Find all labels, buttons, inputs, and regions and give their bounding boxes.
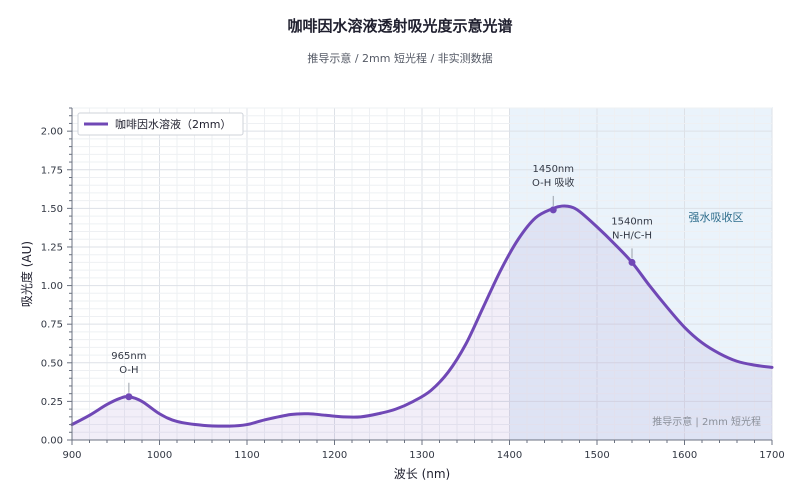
annotation-label: 1450nm (532, 164, 574, 175)
legend-entry: 咖啡因水溶液（2mm） (115, 117, 231, 131)
x-tick-label: 1300 (409, 450, 434, 461)
y-tick-label: 1.00 (41, 281, 63, 292)
watermark-text: 推导示意 | 2mm 短光程 (652, 415, 761, 428)
legend-box (77, 112, 244, 136)
annotation-label: O-H 吸收 (532, 176, 574, 189)
chart-title: 咖啡因水溶液透射吸光度示意光谱 (287, 17, 512, 35)
annotation-label: O-H (119, 365, 138, 376)
x-tick-label: 1100 (234, 450, 259, 461)
y-tick-label: 0.00 (41, 436, 63, 447)
annotation-label: N-H/C-H (612, 230, 652, 241)
y-tick-label: 1.75 (41, 165, 63, 176)
x-tick-label: 1000 (147, 450, 172, 461)
y-tick-label: 0.25 (41, 397, 63, 408)
series-line (70, 204, 774, 428)
axes: 900 1000 1100 1200 1300 1400 1500 1600 1700 0.00 0… (41, 107, 785, 461)
y-tick-label: 0.50 (41, 358, 63, 369)
series-area (72, 205, 772, 440)
region-label: 强水吸收区 (689, 210, 744, 224)
x-tick-label: 1700 (759, 450, 784, 461)
y-tick-label: 0.75 (41, 320, 63, 331)
series-fill (72, 205, 772, 440)
y-axis-label: 吸光度 (AU) (19, 241, 34, 307)
x-tick-label: 900 (62, 450, 81, 461)
x-tick-label: 1500 (584, 450, 609, 461)
chart-subtitle: 推导示意 / 2mm 短光程 / 非实测数据 (307, 51, 492, 65)
annotation-point (125, 393, 133, 401)
x-tick-label: 1200 (322, 450, 347, 461)
legend: 咖啡因水溶液（2mm） (77, 112, 244, 136)
y-tick-label: 2.00 (41, 127, 63, 138)
y-tick-label: 1.50 (41, 204, 63, 215)
annotation-label: 965nm (111, 351, 146, 362)
y-tick-label: 1.25 (41, 242, 63, 253)
annotation-label: 1540nm (611, 216, 653, 227)
series-lines (70, 204, 774, 428)
x-axis-label: 波长 (nm) (394, 467, 450, 481)
annotation-point (628, 258, 636, 266)
annotation-point (549, 206, 557, 214)
x-tick-label: 1600 (672, 450, 697, 461)
x-tick-label: 1400 (497, 450, 522, 461)
